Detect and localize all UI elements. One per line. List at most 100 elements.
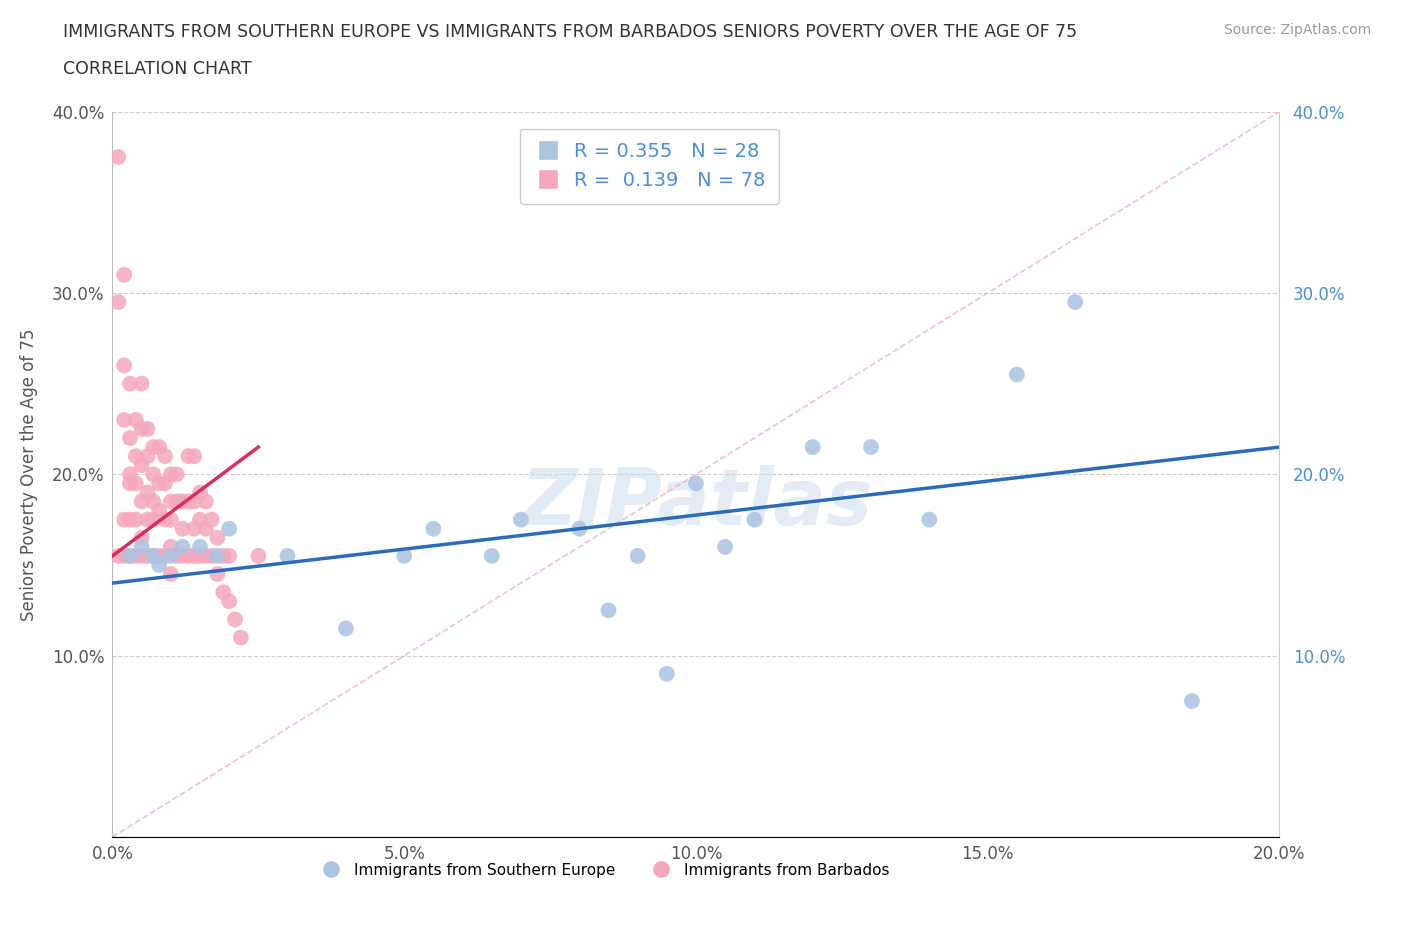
- Point: [131, 421, 153, 436]
- Point: [1064, 295, 1087, 310]
- Point: [188, 512, 211, 527]
- Point: [172, 549, 194, 564]
- Point: [229, 631, 252, 645]
- Point: [136, 449, 159, 464]
- Point: [125, 549, 148, 564]
- Point: [860, 440, 883, 455]
- Legend: Immigrants from Southern Europe, Immigrants from Barbados: Immigrants from Southern Europe, Immigra…: [309, 857, 896, 884]
- Point: [918, 512, 941, 527]
- Point: [422, 521, 444, 536]
- Point: [201, 549, 224, 564]
- Point: [481, 549, 503, 564]
- Text: Source: ZipAtlas.com: Source: ZipAtlas.com: [1223, 23, 1371, 37]
- Point: [276, 549, 298, 564]
- Point: [166, 494, 188, 509]
- Point: [153, 449, 176, 464]
- Point: [131, 377, 153, 392]
- Point: [177, 449, 200, 464]
- Point: [125, 449, 148, 464]
- Point: [125, 476, 148, 491]
- Point: [142, 549, 165, 564]
- Point: [118, 377, 141, 392]
- Point: [166, 549, 188, 564]
- Point: [188, 549, 211, 564]
- Point: [394, 549, 416, 564]
- Point: [183, 549, 205, 564]
- Point: [183, 521, 205, 536]
- Point: [148, 503, 170, 518]
- Point: [148, 558, 170, 573]
- Point: [112, 358, 135, 373]
- Point: [212, 549, 235, 564]
- Point: [112, 413, 135, 428]
- Point: [112, 549, 135, 564]
- Point: [160, 539, 183, 554]
- Point: [598, 603, 620, 618]
- Point: [160, 512, 183, 527]
- Point: [207, 530, 229, 545]
- Point: [107, 150, 129, 165]
- Point: [177, 494, 200, 509]
- Text: IMMIGRANTS FROM SOUTHERN EUROPE VS IMMIGRANTS FROM BARBADOS SENIORS POVERTY OVER: IMMIGRANTS FROM SOUTHERN EUROPE VS IMMIG…: [63, 23, 1077, 41]
- Point: [166, 467, 188, 482]
- Point: [1005, 367, 1028, 382]
- Point: [194, 494, 217, 509]
- Point: [118, 431, 141, 445]
- Point: [112, 268, 135, 283]
- Point: [194, 521, 217, 536]
- Point: [118, 512, 141, 527]
- Point: [212, 585, 235, 600]
- Point: [131, 458, 153, 472]
- Point: [136, 421, 159, 436]
- Point: [160, 494, 183, 509]
- Point: [107, 549, 129, 564]
- Point: [172, 539, 194, 554]
- Point: [655, 667, 678, 682]
- Point: [207, 549, 229, 564]
- Point: [153, 476, 176, 491]
- Point: [714, 539, 737, 554]
- Point: [172, 521, 194, 536]
- Point: [148, 549, 170, 564]
- Point: [131, 530, 153, 545]
- Point: [136, 549, 159, 564]
- Point: [160, 549, 183, 564]
- Point: [131, 549, 153, 564]
- Point: [172, 494, 194, 509]
- Point: [742, 512, 765, 527]
- Point: [183, 494, 205, 509]
- Point: [568, 521, 591, 536]
- Point: [153, 549, 176, 564]
- Point: [148, 476, 170, 491]
- Point: [218, 521, 240, 536]
- Point: [118, 549, 141, 564]
- Point: [188, 539, 211, 554]
- Point: [207, 566, 229, 581]
- Point: [627, 549, 650, 564]
- Point: [142, 512, 165, 527]
- Point: [136, 512, 159, 527]
- Point: [148, 440, 170, 455]
- Text: CORRELATION CHART: CORRELATION CHART: [63, 60, 252, 78]
- Point: [160, 566, 183, 581]
- Point: [1181, 694, 1204, 709]
- Point: [131, 539, 153, 554]
- Point: [183, 449, 205, 464]
- Point: [118, 467, 141, 482]
- Point: [112, 512, 135, 527]
- Point: [125, 512, 148, 527]
- Point: [218, 594, 240, 609]
- Point: [153, 512, 176, 527]
- Point: [335, 621, 357, 636]
- Point: [118, 549, 141, 564]
- Point: [142, 467, 165, 482]
- Point: [194, 549, 217, 564]
- Text: ZIPatlas: ZIPatlas: [520, 465, 872, 541]
- Point: [247, 549, 270, 564]
- Point: [142, 549, 165, 564]
- Point: [188, 485, 211, 500]
- Point: [118, 476, 141, 491]
- Point: [218, 549, 240, 564]
- Point: [509, 512, 531, 527]
- Point: [142, 494, 165, 509]
